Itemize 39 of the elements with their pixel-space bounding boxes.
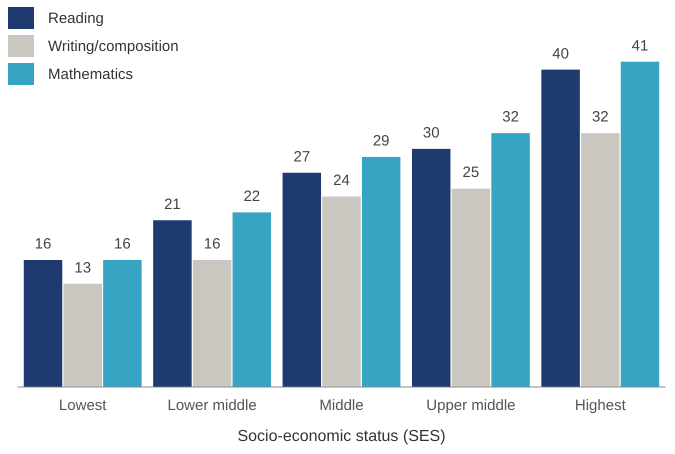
data-label: 32 (592, 108, 609, 126)
data-label: 27 (293, 148, 310, 166)
data-label: 32 (502, 108, 519, 126)
data-label: 40 (552, 45, 569, 62)
bar (103, 260, 142, 387)
x-tick-label: Lower middle (167, 396, 257, 414)
data-label: 16 (204, 236, 220, 253)
bar (153, 220, 192, 387)
bar (192, 260, 232, 387)
bar (412, 148, 450, 387)
legend-label: Writing/composition (48, 38, 179, 54)
bar (581, 133, 620, 387)
bar (491, 133, 530, 387)
bar (322, 196, 361, 387)
data-label: 25 (462, 164, 480, 182)
data-label: 21 (164, 196, 181, 213)
bar (282, 172, 322, 387)
bar (63, 284, 102, 387)
bar (232, 212, 272, 387)
x-tick-label: Lowest (58, 396, 108, 414)
data-label: 13 (74, 259, 92, 276)
data-label: 29 (372, 132, 390, 150)
data-label: 16 (34, 236, 52, 253)
data-label: 16 (114, 236, 131, 253)
legend-label: Reading (48, 10, 104, 26)
data-label: 22 (243, 188, 260, 206)
bar (24, 260, 62, 387)
bar (541, 70, 580, 387)
x-tick-label: Highest (574, 396, 627, 414)
legend-label: Mathematics (48, 66, 134, 82)
data-label: 30 (422, 124, 440, 142)
bar (620, 62, 660, 387)
bar (452, 188, 490, 387)
data-label: 24 (333, 172, 350, 190)
data-label: 41 (632, 37, 648, 54)
bar (362, 156, 400, 387)
x-tick-label: Upper middle (426, 396, 516, 414)
x-tick-label: Middle (319, 396, 364, 414)
x-axis-title: Socio-economic status (SES) (237, 428, 446, 445)
